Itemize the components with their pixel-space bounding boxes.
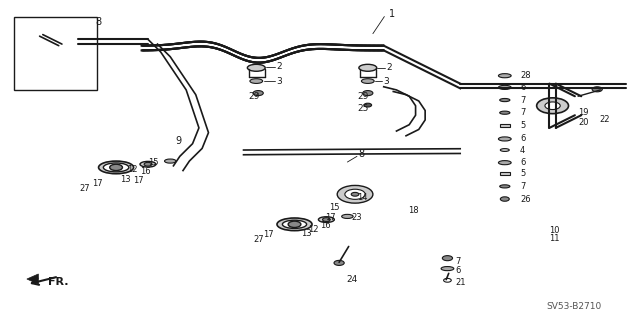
Text: 2: 2 [276,62,282,71]
Text: 26: 26 [520,195,531,204]
Circle shape [288,221,301,227]
Text: 5: 5 [520,169,525,178]
Ellipse shape [500,149,509,152]
Text: 7: 7 [520,182,525,191]
Text: 11: 11 [549,234,560,243]
Ellipse shape [103,163,129,172]
Ellipse shape [500,99,510,102]
Circle shape [345,189,365,199]
Ellipse shape [500,185,510,188]
Text: 17: 17 [262,230,273,239]
Ellipse shape [499,160,511,165]
Ellipse shape [277,218,312,231]
Ellipse shape [441,267,454,271]
Circle shape [144,162,152,166]
Text: 8: 8 [358,149,364,159]
Text: 12: 12 [127,165,138,174]
Ellipse shape [247,64,265,71]
Text: 15: 15 [330,203,340,212]
Text: 5: 5 [520,121,525,130]
Text: 27: 27 [79,184,90,193]
Text: 21: 21 [455,278,465,287]
Circle shape [442,256,452,261]
Ellipse shape [319,217,334,222]
Text: 3: 3 [276,77,282,85]
Text: 7: 7 [520,108,525,117]
Circle shape [363,91,373,96]
Circle shape [253,91,263,96]
Text: 6: 6 [520,158,525,167]
Text: FR.: FR. [48,277,68,287]
Text: 3: 3 [384,77,390,85]
Text: 2: 2 [387,63,392,72]
Text: 16: 16 [320,221,331,230]
Text: 18: 18 [408,206,419,215]
Text: 20: 20 [578,118,589,127]
Text: 17: 17 [133,176,144,185]
Ellipse shape [164,159,176,163]
Circle shape [545,102,560,109]
Ellipse shape [99,161,134,174]
Text: 6: 6 [520,134,525,144]
Circle shape [592,87,602,92]
Text: 29: 29 [357,93,369,101]
Ellipse shape [250,79,262,84]
Text: 16: 16 [140,167,150,176]
Text: 8: 8 [96,17,102,27]
Text: 9: 9 [175,136,182,145]
Ellipse shape [499,85,511,89]
Circle shape [500,197,509,201]
Ellipse shape [359,64,377,71]
Text: 6: 6 [455,266,460,275]
Circle shape [323,218,330,221]
Ellipse shape [499,137,511,141]
Text: 24: 24 [347,275,358,284]
Circle shape [537,98,568,114]
Text: 12: 12 [308,225,319,234]
Text: 10: 10 [549,226,560,235]
Text: 29: 29 [248,92,260,101]
Ellipse shape [140,161,156,167]
Ellipse shape [282,220,307,228]
Bar [14,17,97,90]
Text: 17: 17 [325,212,336,222]
Text: 14: 14 [357,193,367,202]
Ellipse shape [342,214,353,219]
Polygon shape [27,274,38,284]
Bar [500,172,510,175]
Ellipse shape [362,79,374,84]
Text: 13: 13 [120,174,131,184]
Circle shape [337,185,373,203]
Ellipse shape [499,74,511,78]
Circle shape [351,192,359,196]
Text: 25: 25 [357,104,369,113]
Ellipse shape [500,111,510,114]
Text: 15: 15 [148,158,159,167]
Bar [500,124,510,127]
Text: 7: 7 [455,257,460,266]
Text: SV53-B2710: SV53-B2710 [546,302,602,311]
Text: 27: 27 [253,235,264,244]
Text: 22: 22 [599,115,610,123]
Text: 17: 17 [93,179,103,188]
Text: 6: 6 [520,83,525,92]
Circle shape [334,260,344,265]
Text: 13: 13 [301,229,312,238]
Text: 7: 7 [520,96,525,105]
Text: 23: 23 [351,212,362,222]
Text: 19: 19 [578,108,589,117]
Text: 1: 1 [389,9,395,19]
Text: 4: 4 [520,145,525,154]
Circle shape [109,164,122,171]
Text: 28: 28 [520,71,531,80]
Circle shape [364,103,372,107]
